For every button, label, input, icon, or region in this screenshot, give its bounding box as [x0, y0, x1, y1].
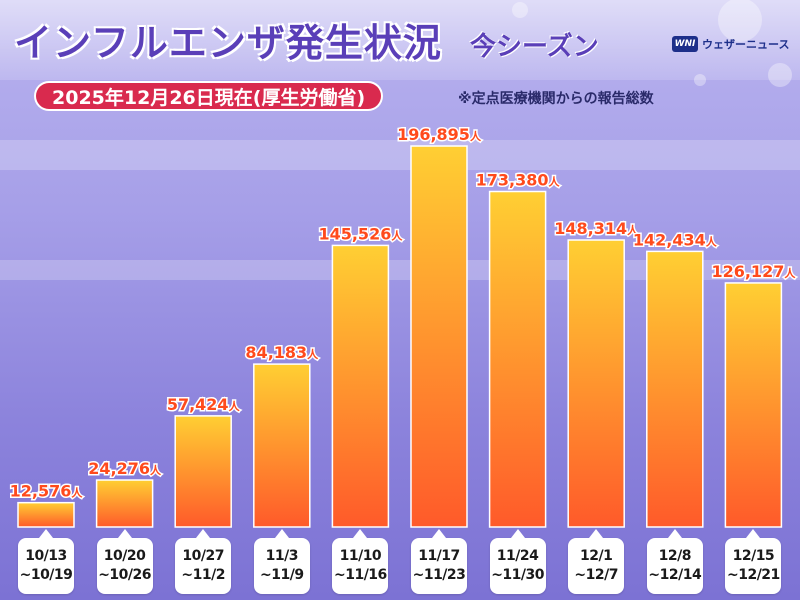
- bar-1: [95, 479, 154, 528]
- brand-logo: WNI ウェザーニュース: [672, 36, 789, 52]
- value-label-5: 196,895人: [397, 125, 482, 144]
- value-label-7: 148,314人: [554, 219, 639, 238]
- x-tick-end: ~10/19: [19, 567, 73, 583]
- value-label-6: 173,380人: [476, 171, 561, 190]
- value-label-0: 12,576人: [10, 482, 84, 501]
- value-label-2: 57,424人: [167, 395, 241, 414]
- x-tick-start: 10/27: [182, 548, 224, 564]
- x-tick-end: ~12/14: [648, 567, 702, 583]
- x-tick-start: 11/24: [496, 548, 539, 564]
- x-tick-end: ~11/16: [333, 567, 387, 583]
- bar-2: [174, 415, 232, 528]
- x-tick-label-6: 11/24 ~11/30: [489, 529, 546, 594]
- x-tick-end: ~11/23: [412, 567, 466, 583]
- x-tick-label-2: 10/27 ~11/2: [175, 529, 232, 594]
- date-badge: 2025年12月26日現在(厚生労働省): [36, 83, 382, 109]
- x-tick-end: ~11/30: [491, 567, 544, 583]
- x-tick-label-3: 11/3 ~11/9: [253, 529, 310, 594]
- weathernews-logo-icon: WNI: [672, 36, 698, 52]
- x-tick-end: ~12/21: [726, 567, 780, 583]
- value-label-4: 145,526人: [318, 224, 403, 243]
- x-tick-label-0: 10/13 ~10/19: [18, 529, 74, 594]
- x-tick-label-9: 12/15 ~12/21: [725, 529, 782, 594]
- x-tick-start: 10/13: [25, 548, 67, 564]
- x-tick-start: 12/15: [732, 548, 775, 564]
- bar-8: [646, 250, 704, 528]
- x-tick-end: ~12/7: [574, 567, 618, 583]
- value-label-1: 24,276人: [88, 459, 162, 478]
- x-tick-end: ~11/2: [181, 567, 225, 583]
- x-tick-label-4: 11/10 ~11/16: [332, 529, 389, 594]
- x-tick-end: ~11/9: [260, 567, 304, 583]
- brand-name: ウェザーニュース: [702, 38, 790, 51]
- header-band: [0, 0, 800, 80]
- value-label-8: 142,434人: [633, 230, 718, 249]
- x-tick-label-1: 10/20 ~10/26: [96, 529, 153, 594]
- bar-0: [17, 501, 75, 528]
- x-tick-start: 11/10: [339, 548, 382, 564]
- x-tick-start: 11/17: [418, 548, 460, 564]
- chart-title: インフルエンザ発生状況: [14, 21, 442, 65]
- value-label-3: 84,183人: [245, 343, 319, 362]
- bar-4: [331, 244, 390, 528]
- x-tick-label-7: 12/1 ~12/7: [568, 529, 625, 594]
- source-note: ※定点医療機関からの報告総数: [458, 91, 654, 107]
- season-label: 今シーズン: [470, 32, 599, 62]
- x-tick-label-8: 12/8 ~12/14: [646, 529, 703, 594]
- value-label-9: 126,127人: [711, 262, 796, 281]
- x-tick-start: 12/1: [580, 548, 613, 564]
- bar-5: [410, 145, 468, 528]
- x-tick-start: 12/8: [658, 548, 692, 564]
- bar-7: [567, 239, 625, 528]
- bar-9: [724, 282, 783, 528]
- bar-3: [253, 363, 311, 528]
- x-tick-start: 10/20: [103, 548, 146, 564]
- bar-6: [488, 190, 547, 528]
- x-tick-end: ~10/26: [98, 567, 151, 583]
- x-tick-label-5: 11/17 ~11/23: [411, 529, 467, 594]
- x-tick-start: 11/3: [265, 548, 299, 564]
